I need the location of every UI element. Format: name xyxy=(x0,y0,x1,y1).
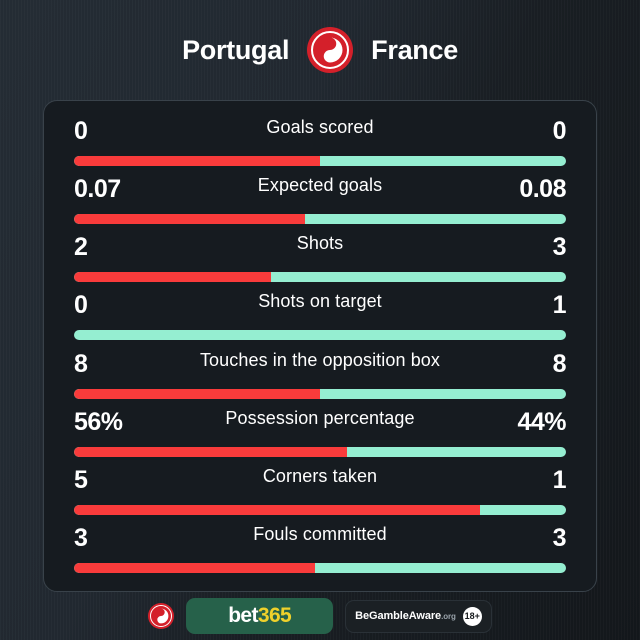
home-value: 3 xyxy=(74,523,88,552)
away-value: 0 xyxy=(552,117,567,145)
stat-bar xyxy=(74,388,566,399)
stat-label: Shots xyxy=(296,233,344,254)
begambleaware-name: BeGambleAware xyxy=(355,610,442,622)
stat-header: 5 Corners taken 1 xyxy=(74,465,567,500)
home-bar-fill xyxy=(74,214,306,225)
stat-row: 0.07 Expected goals 0.08 xyxy=(74,175,567,225)
home-bar-fill xyxy=(74,446,347,457)
stat-header: 8 Touches in the opposition box 8 xyxy=(74,349,567,384)
home-bar-fill xyxy=(74,562,316,573)
stat-bar xyxy=(74,330,566,341)
stat-label: Corners taken xyxy=(262,465,378,486)
home-bar-fill xyxy=(74,504,480,515)
stat-label: Possession percentage xyxy=(225,407,415,428)
away-value: 8 xyxy=(552,349,567,378)
stat-bar xyxy=(74,446,566,457)
match-header: Portugal France xyxy=(0,0,640,100)
home-value: 0.07 xyxy=(74,175,121,204)
logo-ring xyxy=(311,31,350,69)
footer-logo-ring xyxy=(150,605,173,627)
stat-label: Touches in the opposition box xyxy=(199,349,441,370)
stat-bar xyxy=(74,272,566,283)
home-value: 0 xyxy=(74,117,88,145)
away-value: 1 xyxy=(552,291,567,320)
away-value: 3 xyxy=(552,523,567,552)
stat-label: Goals scored xyxy=(266,117,374,137)
stat-row: 3 Fouls committed 3 xyxy=(74,523,567,573)
begambleaware-org: .org xyxy=(441,612,456,621)
stat-row: 56% Possession percentage 44% xyxy=(74,407,567,457)
away-value: 0.08 xyxy=(519,175,566,204)
home-value: 56% xyxy=(74,407,123,436)
home-bar-fill xyxy=(74,388,320,399)
home-value: 0 xyxy=(74,291,88,320)
away-value: 3 xyxy=(552,233,567,262)
home-bar-fill xyxy=(74,156,320,166)
stat-header: 0.07 Expected goals 0.08 xyxy=(74,175,567,209)
stat-label: Fouls committed xyxy=(253,523,387,544)
begambleaware-badge[interactable]: BeGambleAware.org 18+ xyxy=(345,599,492,633)
yin-yang-match-logo-icon xyxy=(307,27,354,73)
stat-header: 0 Goals scored 0 xyxy=(74,117,567,151)
home-value: 8 xyxy=(74,349,88,378)
logo-swirl-icon xyxy=(323,37,343,63)
home-value: 5 xyxy=(74,465,88,494)
stat-label: Shots on target xyxy=(258,291,382,312)
begambleaware-label: BeGambleAware.org xyxy=(355,610,456,622)
stat-bar xyxy=(74,504,566,515)
stat-row: 2 Shots 3 xyxy=(74,233,567,283)
bet365-bet-text: bet xyxy=(228,604,258,627)
bet365-sponsor-logo[interactable]: bet 365 xyxy=(186,598,334,634)
stat-label: Expected goals xyxy=(257,175,383,196)
away-value: 44% xyxy=(517,407,566,436)
sponsor-footer: bet 365 BeGambleAware.org 18+ xyxy=(0,592,640,640)
home-bar-fill xyxy=(74,272,271,283)
stat-bar xyxy=(74,156,566,166)
away-value: 1 xyxy=(552,465,567,494)
stat-row: 8 Touches in the opposition box 8 xyxy=(74,349,567,399)
stat-header: 0 Shots on target 1 xyxy=(74,291,567,325)
stat-header: 56% Possession percentage 44% xyxy=(74,407,567,442)
stat-row: 0 Goals scored 0 xyxy=(74,117,567,166)
home-value: 2 xyxy=(74,233,88,262)
stat-row: 0 Shots on target 1 xyxy=(74,291,567,341)
away-team-name: France xyxy=(371,34,458,65)
stat-header: 3 Fouls committed 3 xyxy=(74,523,567,558)
stat-header: 2 Shots 3 xyxy=(74,233,567,267)
stat-bar xyxy=(74,214,566,225)
home-team-name: Portugal xyxy=(182,34,290,65)
age-rating-badge: 18+ xyxy=(462,606,482,626)
yin-yang-logo-icon xyxy=(148,603,175,629)
stats-card: 0 Goals scored 0 0.07 Expected goals 0.0… xyxy=(43,100,597,592)
stat-row: 5 Corners taken 1 xyxy=(74,465,567,515)
bet365-number-text: 365 xyxy=(257,604,292,627)
stat-bar xyxy=(74,562,566,573)
